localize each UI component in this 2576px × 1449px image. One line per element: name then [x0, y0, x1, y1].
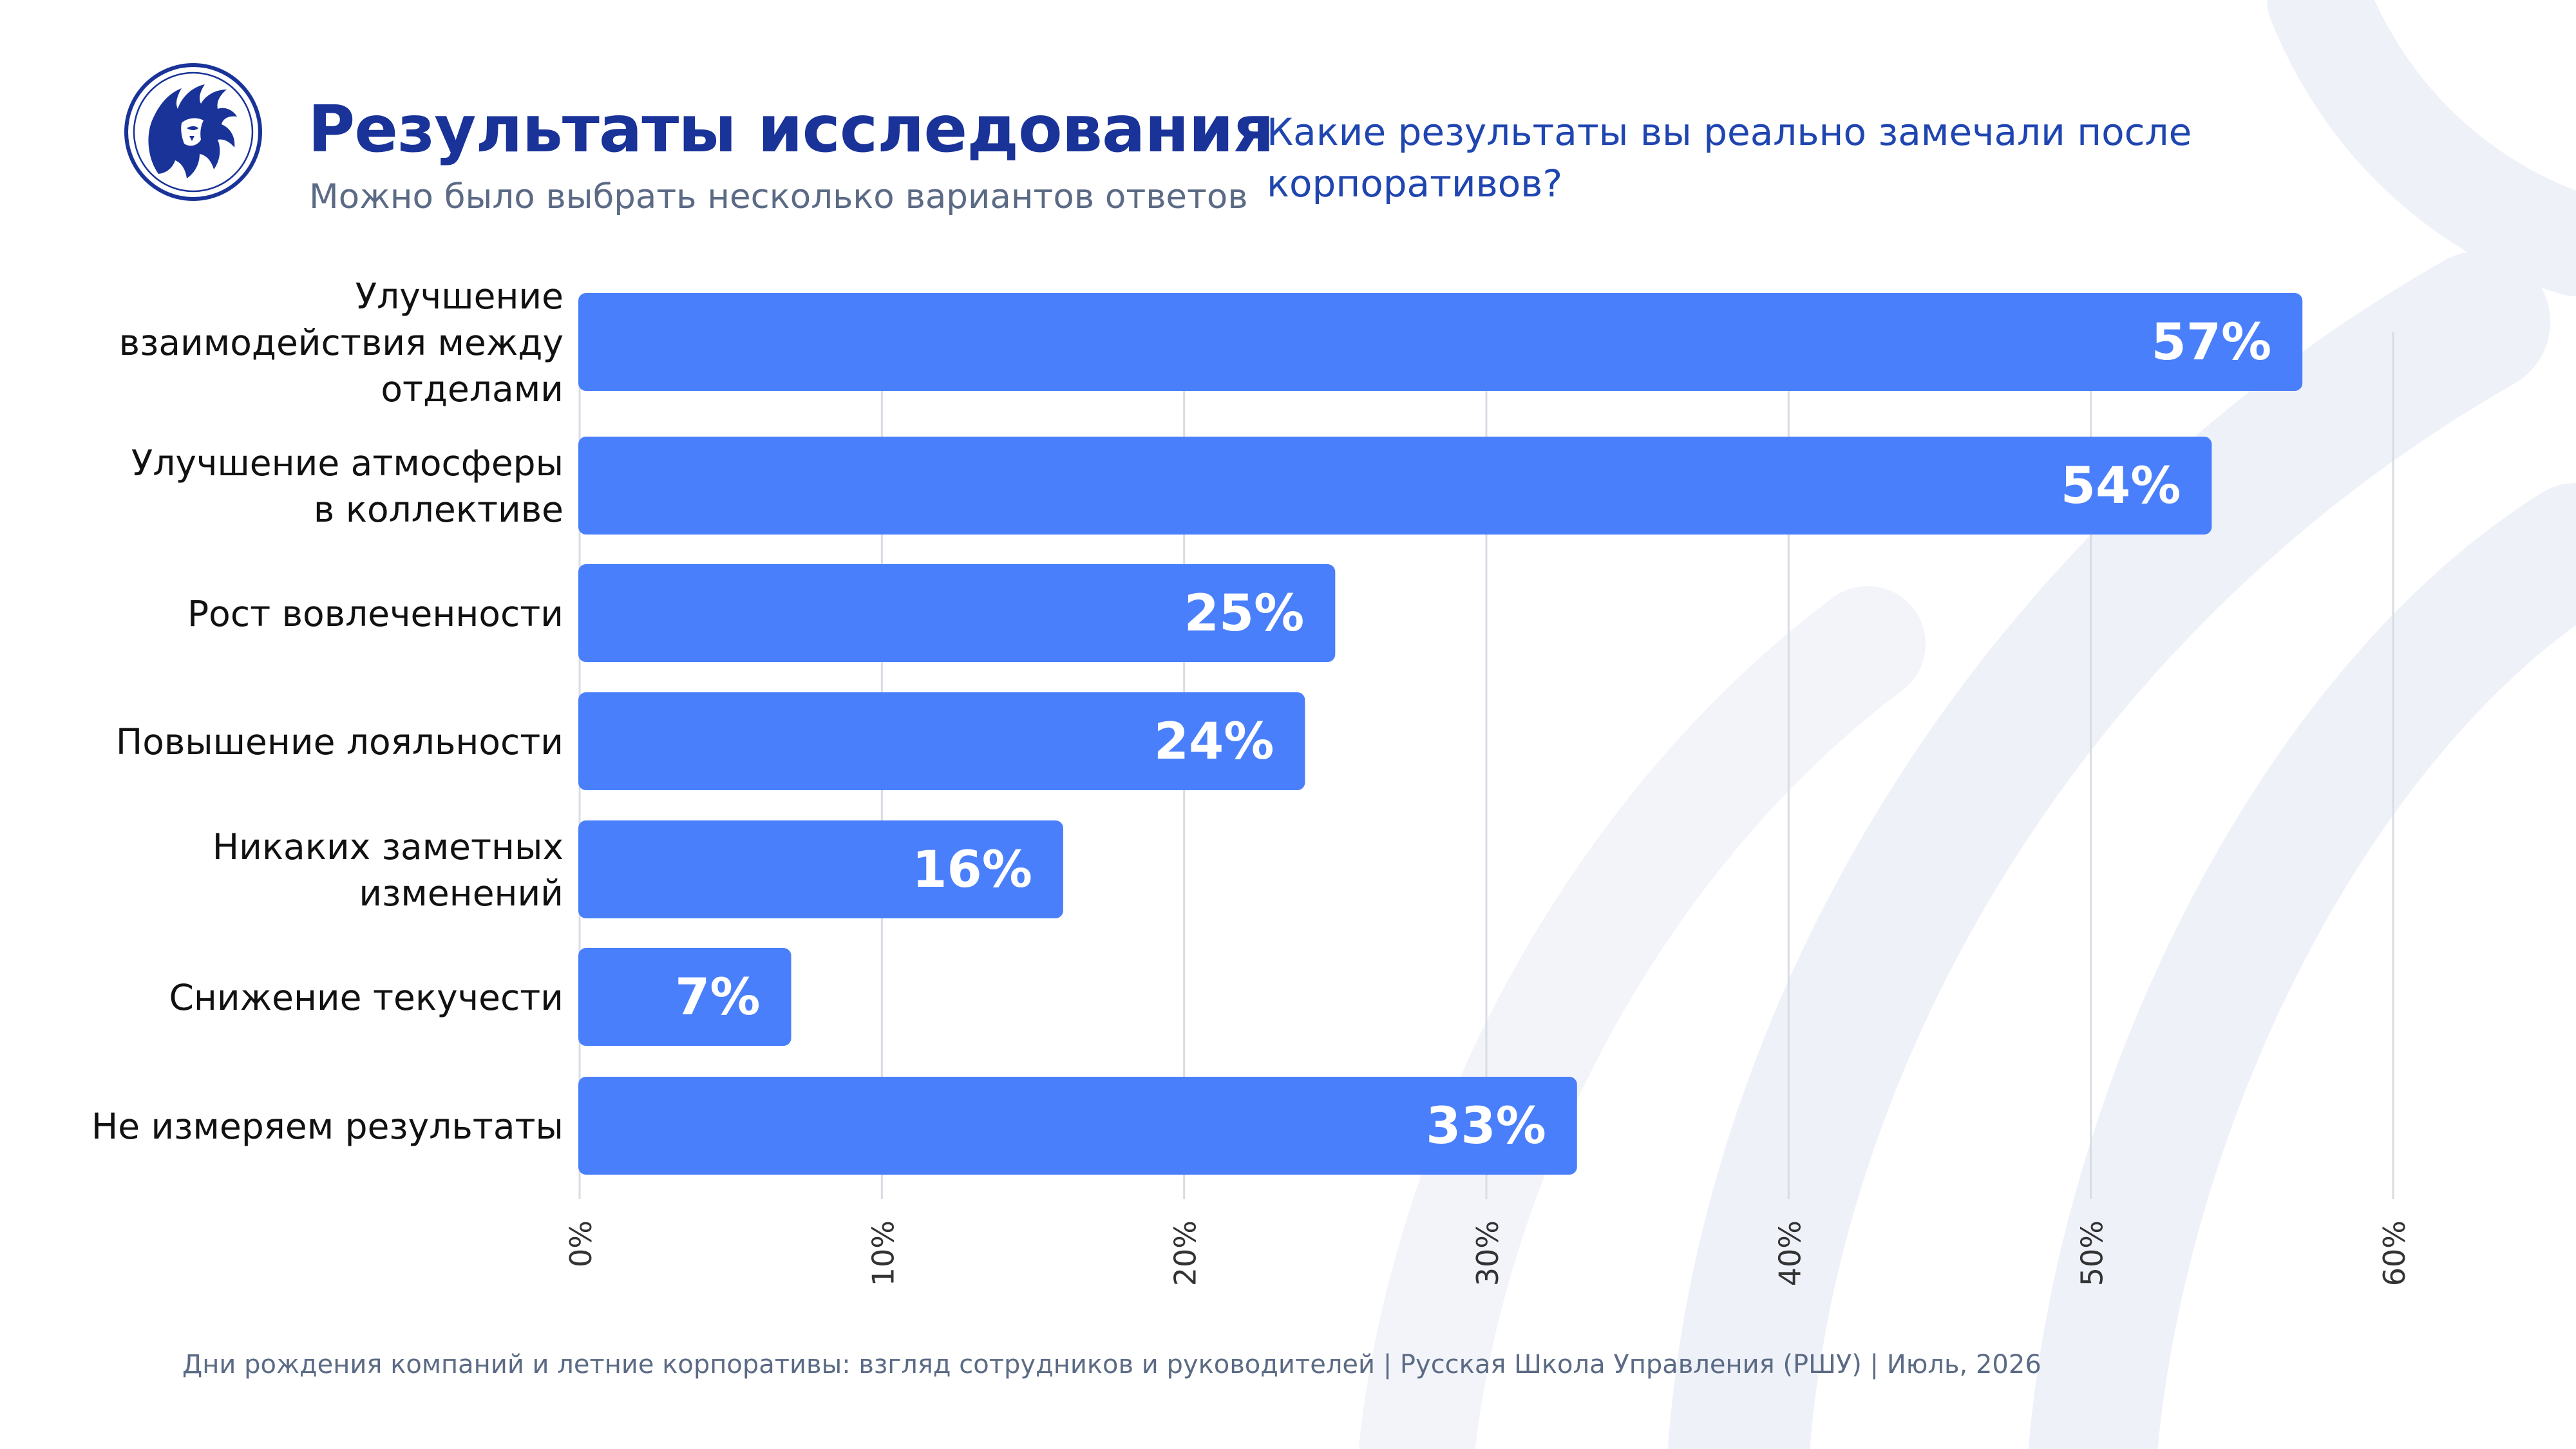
bar-value-label: 25%	[1184, 585, 1305, 643]
bar	[578, 564, 1336, 662]
category-labels: Улучшение взаимодействия между отделами Улу…	[91, 276, 564, 1147]
bar	[578, 293, 2303, 391]
bar-value-label: 24%	[1154, 713, 1274, 771]
bar	[578, 1077, 1577, 1175]
bar-value-label: 7%	[675, 969, 760, 1027]
bar	[578, 437, 2212, 535]
category-label: Рост вовлеченности	[187, 593, 564, 634]
x-tick-label: 50%	[2075, 1220, 2110, 1286]
x-axis-ticks: 0% 10% 20% 30% 40% 50% 60%	[564, 1220, 2412, 1286]
x-tick-label: 30%	[1470, 1220, 1505, 1286]
category-label: Повышение лояльности	[116, 721, 564, 762]
lion-head-icon	[124, 63, 262, 201]
bar-value-label: 54%	[2061, 457, 2181, 515]
x-tick-label: 0%	[564, 1220, 598, 1267]
page-title: Результаты исследования	[308, 91, 1274, 167]
category-label: Улучшение взаимодействия между отделами	[119, 276, 564, 410]
x-tick-label: 60%	[2377, 1220, 2412, 1286]
company-logo	[122, 61, 264, 203]
category-label: Улучшение атмосферы в коллективе	[131, 442, 564, 530]
category-label: Не измеряем результаты	[91, 1106, 564, 1147]
bar	[578, 820, 1063, 918]
category-label: Снижение текучести	[169, 977, 564, 1018]
category-label: Никаких заметных изменений	[213, 826, 564, 914]
source-footer: Дни рождения компаний и летние корпорати…	[182, 1350, 2041, 1379]
bar	[578, 692, 1305, 790]
x-tick-label: 10%	[866, 1220, 900, 1286]
x-tick-label: 20%	[1168, 1220, 1203, 1286]
bar-value-label: 16%	[912, 841, 1032, 899]
bar-value-label: 57%	[2151, 314, 2271, 372]
x-tick-label: 40%	[1772, 1220, 1807, 1286]
page-subtitle: Можно было выбрать несколько вариантов о…	[309, 177, 1248, 216]
bar-value-label: 33%	[1426, 1097, 1546, 1155]
bars: 57% 54% 25% 24% 16% 7% 33%	[578, 293, 2303, 1175]
bar	[578, 948, 791, 1046]
survey-question: Какие результаты вы реально замечали пос…	[1267, 110, 2192, 205]
